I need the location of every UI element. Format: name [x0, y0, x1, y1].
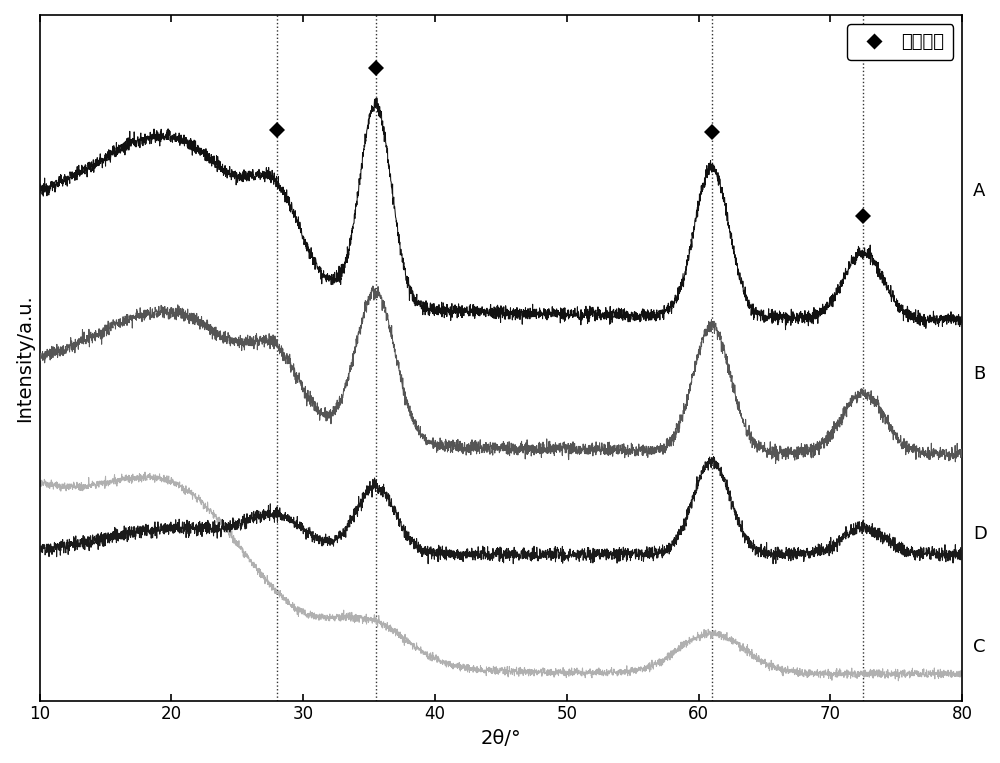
Text: C: C	[973, 639, 985, 656]
Y-axis label: Intensity/a.u.: Intensity/a.u.	[15, 294, 34, 422]
Text: B: B	[973, 365, 985, 384]
X-axis label: 2θ/°: 2θ/°	[481, 729, 521, 748]
Text: D: D	[973, 525, 987, 543]
Text: A: A	[973, 182, 985, 201]
Legend: 页硅酸盐: 页硅酸盐	[847, 24, 953, 60]
